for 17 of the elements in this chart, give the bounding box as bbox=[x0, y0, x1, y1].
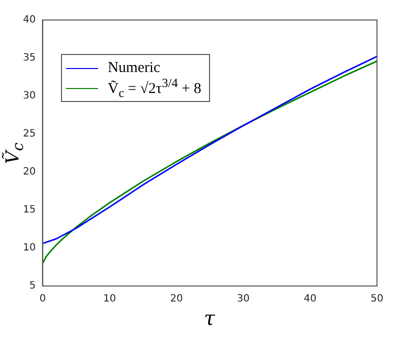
x-tick-label: 50 bbox=[370, 294, 384, 305]
y-tick-label: 30 bbox=[22, 90, 36, 102]
x-tick-label: 20 bbox=[170, 294, 183, 305]
y-tick-label: 20 bbox=[22, 166, 36, 178]
y-tick-label: 25 bbox=[22, 128, 36, 140]
legend-label: Numeric bbox=[108, 60, 160, 76]
y-tick-label: 5 bbox=[29, 280, 36, 292]
x-tick-label: 30 bbox=[236, 294, 250, 305]
y-tick-label: 35 bbox=[22, 52, 36, 64]
x-tick-label: 40 bbox=[304, 294, 317, 305]
x-tick-label: 10 bbox=[103, 294, 116, 305]
y-tick-label: 40 bbox=[22, 14, 36, 26]
legend-label: Ṽ$_{c}$ = √2τ$^{3/4}$ + 8 bbox=[108, 76, 202, 100]
y-tick-label: 15 bbox=[22, 204, 36, 216]
x-axis-title: τ bbox=[204, 306, 215, 330]
y-tick-label: 10 bbox=[22, 242, 36, 254]
x-tick-label: 0 bbox=[40, 294, 46, 305]
